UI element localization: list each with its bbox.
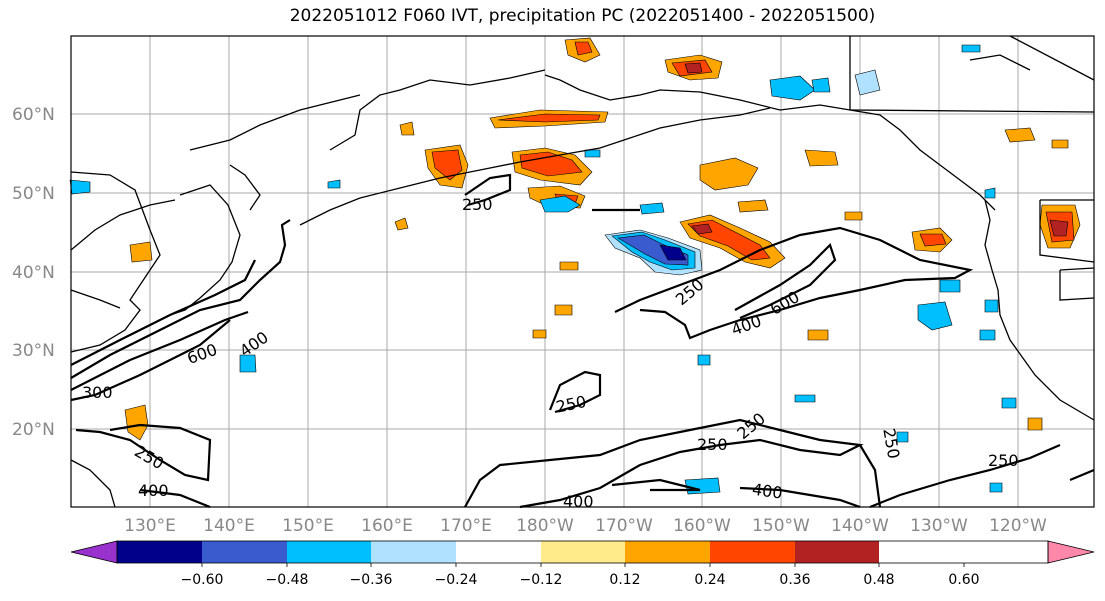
lat-label: 20°N [12, 420, 55, 440]
colorbar-segment [541, 541, 625, 563]
lon-label: 140°W [831, 516, 889, 536]
contour-label: 400 [563, 492, 594, 511]
colorbar-segment [117, 541, 202, 563]
colorbar-segment [287, 541, 371, 563]
lon-label: 160°W [673, 516, 731, 536]
map-frame [70, 35, 1095, 508]
colorbar-segment [456, 541, 541, 563]
colorbar-tick-label: −0.48 [266, 572, 309, 588]
ivt-contours [70, 173, 1095, 509]
lon-label: 180°W [516, 516, 574, 536]
lat-label: 30°N [12, 341, 55, 361]
colorbar-segment [710, 541, 795, 563]
precip-negative-patches [69, 44, 1017, 495]
lon-label: 150°E [282, 516, 334, 536]
contour-label: 250 [697, 435, 728, 454]
contour-label: 300 [82, 383, 113, 402]
colorbar-tick-label: 0.12 [609, 572, 640, 588]
colorbar-tick-label: 0.36 [779, 572, 810, 588]
lon-label: 120°W [989, 516, 1047, 536]
latitude-labels: 60°N 50°N 40°N 30°N 20°N [12, 105, 55, 440]
colorbar-segment [625, 541, 710, 563]
coastlines [70, 35, 1095, 508]
contour-label: 400 [751, 480, 784, 503]
colorbar-tick-label: 0.48 [863, 572, 894, 588]
colorbar-tick-label: −0.12 [520, 572, 563, 588]
colorbar-segment [202, 541, 287, 563]
lon-label: 160°E [361, 516, 413, 536]
lon-label: 130°W [910, 516, 968, 536]
colorbar-tick-label: −0.60 [181, 572, 224, 588]
colorbar: −0.60 −0.48 −0.36 −0.24 −0.12 0.12 0.24 … [70, 540, 1095, 588]
colorbar-ticks [201, 563, 965, 567]
colorbar-tick-label: −0.36 [350, 572, 393, 588]
lat-label: 40°N [12, 263, 55, 283]
contour-label: 400 [138, 481, 169, 500]
map-title: 2022051012 F060 IVT, precipitation PC (2… [289, 6, 876, 26]
colorbar-outline [116, 540, 1049, 564]
lon-label: 140°E [203, 516, 255, 536]
colorbar-segment [795, 541, 879, 563]
precip-positive-patches [124, 37, 1081, 441]
contour-label: 250 [988, 451, 1019, 470]
contour-label: 250 [462, 195, 493, 214]
colorbar-extend-min [70, 540, 118, 564]
colorbar-extend-max [1047, 540, 1095, 564]
lon-label: 130°E [124, 516, 176, 536]
lat-label: 50°N [12, 184, 55, 204]
longitude-labels: 130°E 140°E 150°E 160°E 170°E 180°W 170°… [124, 516, 1047, 536]
lat-label: 60°N [12, 105, 55, 125]
colorbar-tick-label: −0.24 [435, 572, 478, 588]
lon-label: 170°E [440, 516, 492, 536]
lon-label: 170°W [595, 516, 653, 536]
colorbar-tick-label: 0.24 [694, 572, 725, 588]
colorbar-tick-label: 0.60 [948, 572, 979, 588]
lon-label: 150°W [752, 516, 810, 536]
colorbar-segment [371, 541, 456, 563]
